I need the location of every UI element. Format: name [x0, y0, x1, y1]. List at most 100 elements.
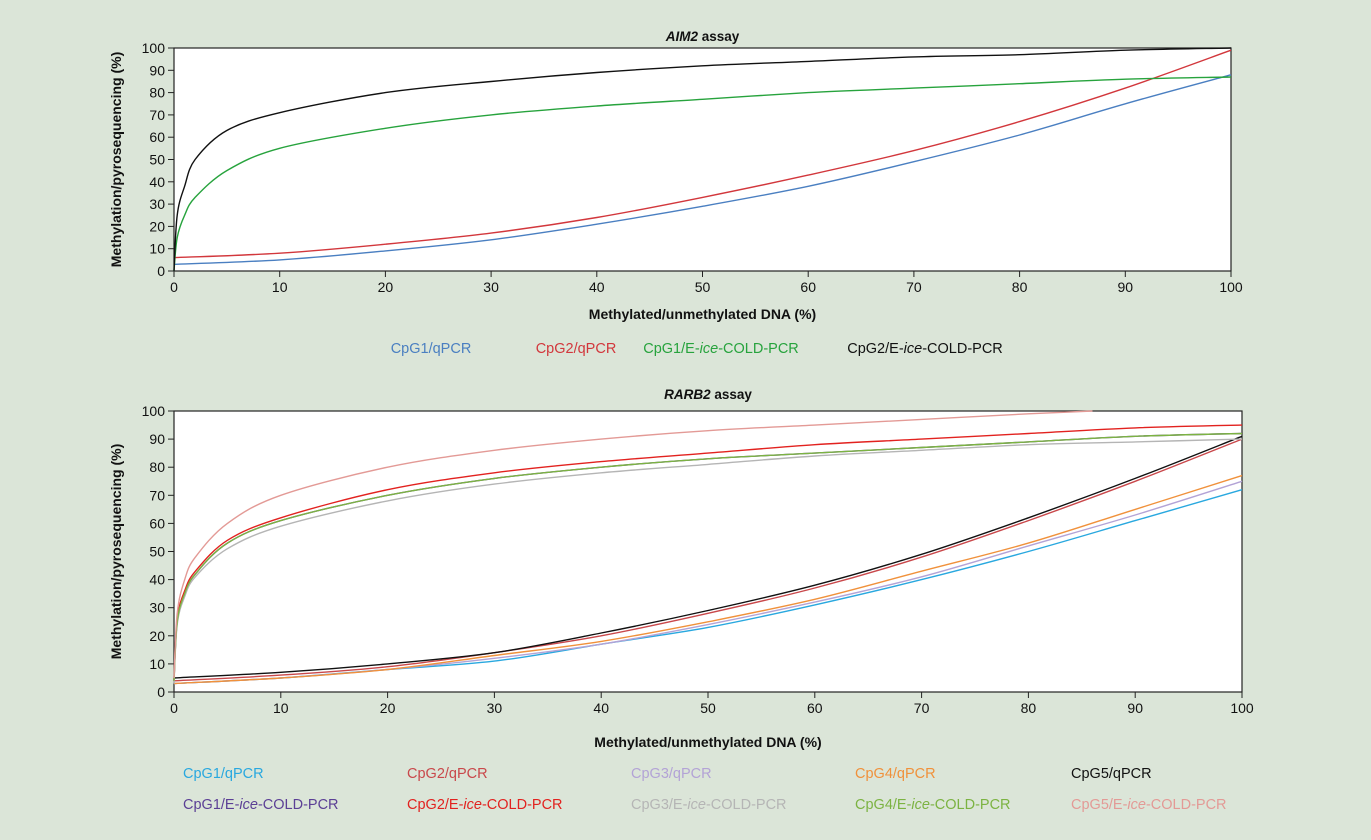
chart2-legend-text-part: CpG1/E- [183, 797, 240, 813]
chart1-series-line-3 [173, 76, 1232, 272]
chart1-xtick-label: 100 [1219, 279, 1243, 295]
chart2-legend-text-part: -COLD-PCR [706, 797, 787, 813]
chart2-legend-item: CpG5/qPCR [1071, 766, 1152, 782]
chart2-y-axis-label: Methylation/pyrosequencing (%) [108, 444, 124, 659]
chart1-xtick-label: 0 [170, 279, 178, 295]
chart2-legend-item: CpG2/qPCR [407, 766, 488, 782]
chart2-ytick-label: 40 [149, 572, 165, 588]
chart1-legend-item: CpG2/qPCR [536, 341, 617, 357]
chart1-ytick-label: 60 [149, 129, 165, 145]
chart2-ytick-label: 20 [149, 628, 165, 644]
chart2-xtick-label: 40 [593, 700, 609, 716]
chart2-legend-text-part: CpG3/qPCR [631, 766, 712, 782]
chart2-ytick-label: 60 [149, 515, 165, 531]
chart2-xtick-label: 60 [807, 700, 823, 716]
chart2-legend-item: CpG1/E-ice-COLD-PCR [183, 797, 339, 813]
chart1-ytick-label: 90 [149, 62, 165, 78]
chart1-ytick-label: 40 [149, 174, 165, 190]
chart2-xtick-label: 20 [380, 700, 396, 716]
chart1-xtick-label: 90 [1118, 279, 1134, 295]
chart2-legend-text-part: ice [687, 797, 706, 813]
chart1-ytick-label: 70 [149, 107, 165, 123]
chart2-ytick-label: 0 [157, 684, 165, 700]
chart1-title-suffix: assay [698, 29, 740, 44]
chart2-xtick-label: 0 [170, 700, 178, 716]
chart2-legend-text-part: -COLD-PCR [258, 797, 339, 813]
chart2-xtick-label: 80 [1021, 700, 1037, 716]
chart1-xtick-label: 20 [378, 279, 394, 295]
chart2-legend-text-part: CpG5/qPCR [1071, 766, 1152, 782]
chart1: AIM2 assay 0 10 20 30 40 50 60 70 80 90 100 0 10 20 30 4… [108, 29, 1243, 357]
chart2-legend-text-part: ice [239, 797, 258, 813]
chart1-legend-item: CpG2/E-ice-COLD-PCR [847, 341, 1003, 357]
chart1-x-axis-label: Methylated/unmethylated DNA (%) [589, 306, 816, 322]
chart2-ytick-label: 90 [149, 431, 165, 447]
chart2-ytick-label: 100 [142, 403, 166, 419]
chart1-legend-text-part: -COLD-PCR [922, 341, 1003, 357]
chart1-xtick-label: 40 [589, 279, 605, 295]
chart1-series-line-1 [173, 74, 1232, 265]
chart1-legend-text-part: ice [904, 341, 923, 357]
chart2-legend-text-part: -COLD-PCR [482, 797, 563, 813]
chart1-ytick-label: 100 [142, 40, 166, 56]
chart2-legend-item: CpG4/qPCR [855, 766, 936, 782]
chart1-legend-text-part: -COLD-PCR [718, 341, 799, 357]
chart2-series-line-9 [173, 432, 1243, 681]
chart1-legend-item: CpG1/qPCR [391, 341, 472, 357]
chart2-xtick-label: 100 [1230, 700, 1254, 716]
chart2-title: RARB2 assay [664, 387, 752, 402]
chart2-legend-text-part: CpG3/E- [631, 797, 688, 813]
chart2-xtick-label: 30 [487, 700, 503, 716]
chart2-series-line-10 [173, 410, 1093, 679]
chart2-legend-text-part: ice [463, 797, 482, 813]
chart1-xtick-label: 30 [483, 279, 499, 295]
chart1-legend-text-part: CpG1/E- [643, 341, 700, 357]
chart2-legend-text-part: -COLD-PCR [1146, 797, 1227, 813]
chart2-legend-item: CpG5/E-ice-COLD-PCR [1071, 797, 1227, 813]
chart2-ytick-label: 50 [149, 544, 165, 560]
chart2-xtick-label: 50 [700, 700, 716, 716]
chart1-ytick-label: 20 [149, 218, 165, 234]
chart1-series-line-4 [173, 47, 1232, 272]
chart1-legend-text-part: CpG2/E- [847, 341, 904, 357]
chart2-legend-item: CpG1/qPCR [183, 766, 264, 782]
chart2-legend-text-part: CpG4/E- [855, 797, 912, 813]
chart1-ytick-label: 30 [149, 196, 165, 212]
chart1-title-gene: AIM2 [665, 29, 699, 44]
chart1-xtick-label: 10 [272, 279, 288, 295]
chart2-x-axis-label: Methylated/unmethylated DNA (%) [594, 734, 821, 750]
chart2-legend-text-part: CpG2/E- [407, 797, 464, 813]
chart2-ytick-label: 10 [149, 656, 165, 672]
chart2-legend-item: CpG3/qPCR [631, 766, 712, 782]
chart2-legend-text-part: ice [911, 797, 930, 813]
chart2-legend-text-part: CpG5/E- [1071, 797, 1128, 813]
chart2-ytick-label: 80 [149, 459, 165, 475]
chart1-legend-text-part: CpG1/qPCR [391, 341, 472, 357]
chart1-legend-item: CpG1/E-ice-COLD-PCR [643, 341, 799, 357]
chart1-xtick-label: 60 [800, 279, 816, 295]
chart1-plot-area [173, 47, 1232, 272]
chart1-y-axis-label: Methylation/pyrosequencing (%) [108, 52, 124, 267]
chart2-ytick-label: 70 [149, 487, 165, 503]
chart2-ytick-label: 30 [149, 600, 165, 616]
chart2-series-line-8 [173, 438, 1243, 684]
chart2-plot-area [173, 410, 1243, 693]
chart2-legend-text-part: -COLD-PCR [930, 797, 1011, 813]
chart1-legend-text-part: ice [700, 341, 719, 357]
chart2-legend-text-part: CpG4/qPCR [855, 766, 936, 782]
chart2-legend-item: CpG2/E-ice-COLD-PCR [407, 797, 563, 813]
chart2-series-line-7 [173, 424, 1243, 681]
chart2-series-line-5 [173, 435, 1243, 679]
chart1-xtick-label: 80 [1012, 279, 1028, 295]
chart2-legend-text-part: CpG2/qPCR [407, 766, 488, 782]
chart2-series-line-2 [173, 438, 1243, 682]
chart2-xtick-label: 10 [273, 700, 289, 716]
chart1-legend-text-part: CpG2/qPCR [536, 341, 617, 357]
chart2: RARB2 assay 0 10 20 30 40 50 60 70 80 90 100 0 10 20 30… [108, 387, 1254, 813]
chart2-title-gene: RARB2 [664, 387, 711, 402]
chart2-legend-text-part: CpG1/qPCR [183, 766, 264, 782]
chart1-xtick-label: 70 [906, 279, 922, 295]
chart2-legend-item: CpG4/E-ice-COLD-PCR [855, 797, 1011, 813]
